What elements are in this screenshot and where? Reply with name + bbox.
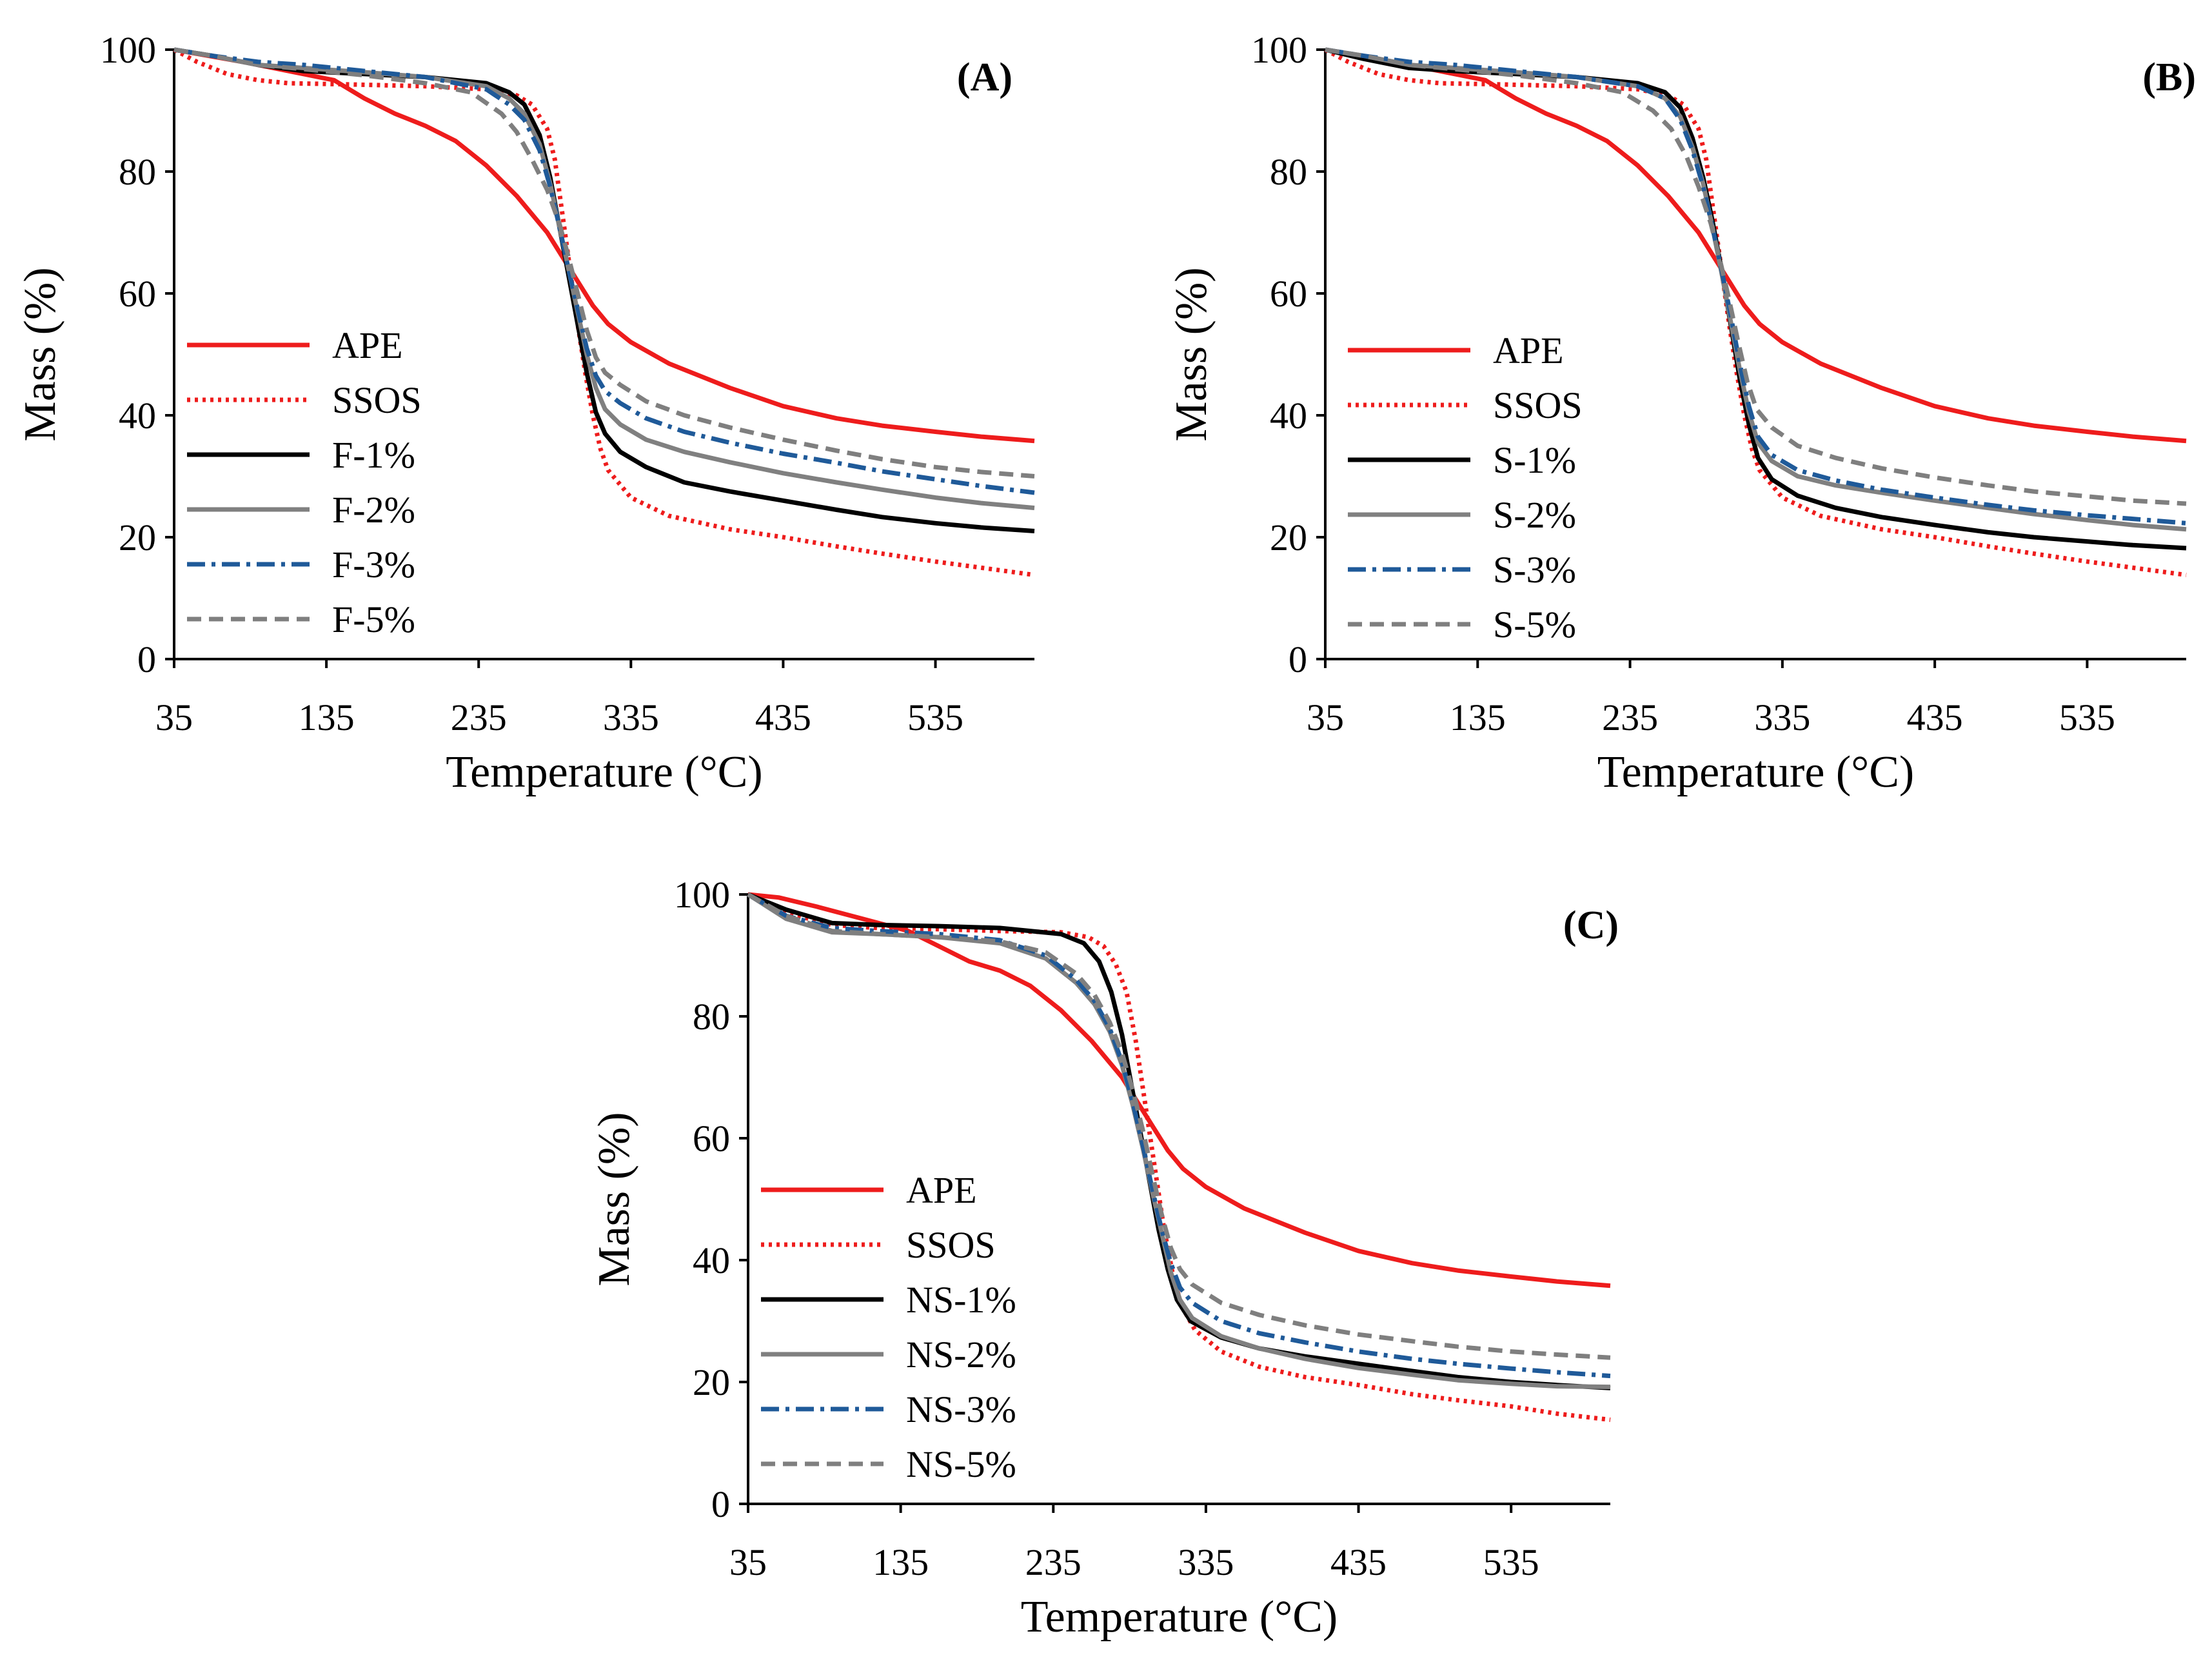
- y-tick-label: 60: [693, 1118, 730, 1160]
- legend-label: F-3%: [332, 544, 415, 586]
- series-line-f5: [173, 47, 1035, 479]
- series-line-s5: [1325, 47, 2187, 506]
- series-line-ssos: [173, 47, 1035, 578]
- y-tick-label: 40: [693, 1239, 730, 1281]
- series-line-ns3: [747, 892, 1611, 1379]
- y-axis-title: Mass (%): [15, 267, 65, 441]
- legend: APE SSOS F-1% F-2% F-3% F-5%: [187, 324, 422, 640]
- x-tick-label: 435: [755, 696, 811, 738]
- x-tick-label: 435: [1330, 1541, 1387, 1583]
- y-tick-label: 100: [1251, 29, 1307, 71]
- series-line-f3: [173, 47, 1035, 495]
- legend-label: S-3%: [1493, 549, 1576, 591]
- x-axis-title: Temperature (°C): [1021, 1592, 1338, 1642]
- x-tick-label: 35: [155, 696, 193, 738]
- y-tick-label: 20: [693, 1361, 730, 1403]
- panel-label: (C): [1563, 903, 1619, 947]
- panel-label: (B): [2142, 55, 2196, 99]
- legend-label: APE: [332, 324, 403, 366]
- x-tick-label: 535: [2059, 696, 2115, 738]
- y-tick-label: 40: [1270, 395, 1307, 437]
- series-line-ns2: [747, 893, 1611, 1390]
- chart-panel-a: 0 20 40 60 80 100 35 135 235 335 435 535 Temperature…: [15, 29, 1035, 797]
- x-tick-label: 235: [451, 696, 507, 738]
- x-tick-label: 335: [1178, 1541, 1234, 1583]
- x-tick-label: 535: [907, 696, 963, 738]
- legend-label: S-1%: [1493, 439, 1576, 481]
- series-line-ssos: [1324, 47, 2187, 578]
- panel-label: (A): [957, 55, 1012, 99]
- x-tick-label: 235: [1602, 696, 1658, 738]
- y-tick-label: 0: [137, 638, 156, 680]
- y-axis-title: Mass (%): [589, 1112, 639, 1286]
- legend-label: F-1%: [332, 434, 415, 476]
- y-tick-label: 40: [119, 395, 156, 437]
- y-tick-label: 80: [119, 151, 156, 193]
- legend-label: APE: [906, 1169, 977, 1211]
- y-axis-title: Mass (%): [1167, 267, 1216, 441]
- legend-label: NS-5%: [906, 1443, 1016, 1485]
- x-tick-label: 135: [1450, 696, 1506, 738]
- series-line-ape: [1325, 47, 2187, 444]
- x-tick-label: 35: [729, 1541, 767, 1583]
- x-tick-label: 335: [1754, 696, 1810, 738]
- x-tick-label: 335: [603, 696, 659, 738]
- y-tick-label: 0: [711, 1483, 730, 1525]
- legend: APE SSOS S-1% S-2% S-3% S-5%: [1348, 330, 1583, 646]
- y-tick-label: 60: [119, 273, 156, 315]
- legend-label: SSOS: [1493, 384, 1583, 426]
- y-tick-label: 100: [100, 29, 156, 71]
- y-tick-label: 80: [1270, 151, 1307, 193]
- y-tick-label: 100: [674, 874, 730, 916]
- series-line-ns1: [747, 892, 1611, 1390]
- legend: APE SSOS NS-1% NS-2% NS-3% NS-5%: [761, 1169, 1016, 1485]
- x-tick-label: 135: [299, 696, 355, 738]
- series-line-f1: [173, 47, 1035, 533]
- series-line-f2: [173, 47, 1035, 511]
- series-line-ape: [747, 892, 1611, 1288]
- x-tick-label: 435: [1907, 696, 1963, 738]
- legend-label: NS-2%: [906, 1334, 1016, 1376]
- x-tick-label: 35: [1307, 696, 1344, 738]
- series-line-s1: [1325, 47, 2187, 551]
- x-axis-title: Temperature (°C): [446, 747, 762, 797]
- legend-label: S-5%: [1493, 604, 1576, 646]
- x-tick-label: 135: [873, 1541, 929, 1583]
- legend-label: F-5%: [332, 598, 415, 640]
- y-tick-label: 60: [1270, 273, 1307, 315]
- legend-label: F-2%: [332, 489, 415, 531]
- legend-label: NS-3%: [906, 1388, 1016, 1430]
- series-line-ssos: [747, 892, 1611, 1423]
- y-tick-label: 80: [693, 996, 730, 1038]
- legend-label: SSOS: [332, 379, 422, 421]
- series-line-ns5: [747, 892, 1611, 1360]
- legend-label: APE: [1493, 330, 1564, 371]
- chart-panel-b: 0 20 40 60 80 100 35 135 235 335 435 535 Temperature…: [1167, 29, 2196, 797]
- x-axis-title: Temperature (°C): [1597, 747, 1914, 797]
- series-line-ape: [173, 47, 1035, 444]
- legend-label: NS-1%: [906, 1279, 1016, 1321]
- y-tick-label: 20: [1270, 517, 1307, 558]
- y-tick-label: 0: [1289, 638, 1307, 680]
- y-tick-label: 20: [119, 517, 156, 558]
- legend-label: S-2%: [1493, 494, 1576, 536]
- chart-panel-c: 0 20 40 60 80 100 35 135 235 335 435 535 Temperature…: [589, 874, 1619, 1642]
- legend-label: SSOS: [906, 1224, 996, 1266]
- x-tick-label: 235: [1025, 1541, 1081, 1583]
- x-tick-label: 535: [1483, 1541, 1539, 1583]
